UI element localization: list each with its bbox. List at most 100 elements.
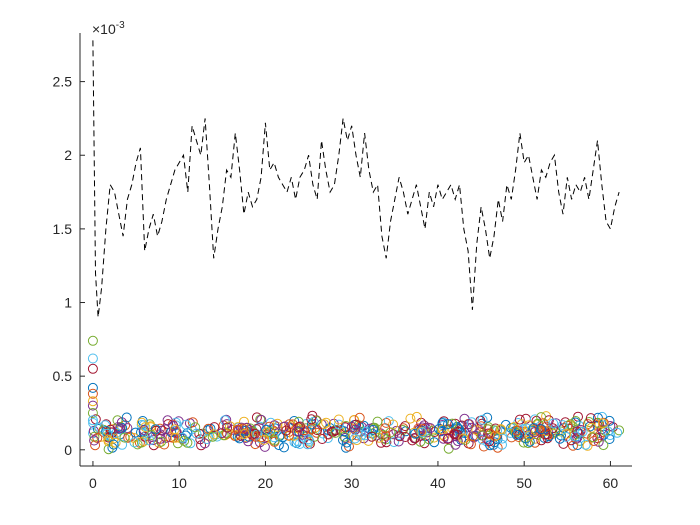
x-tick-label: 30	[344, 475, 360, 491]
scatter-marker	[333, 419, 344, 430]
scatter-marker	[511, 430, 522, 440]
y-tick-label: 1	[64, 295, 72, 311]
scatter-marker	[148, 435, 159, 446]
scatter-marker	[181, 419, 191, 430]
scatter-marker	[464, 419, 475, 430]
scatter-marker	[209, 429, 219, 440]
scatter-marker	[102, 428, 113, 439]
scatter-marker	[568, 440, 578, 451]
scatter-marker	[407, 435, 418, 446]
scatter-marker	[604, 434, 615, 444]
scatter-marker	[582, 419, 593, 430]
scatter-marker	[389, 437, 399, 448]
scatter-marker	[388, 429, 399, 440]
scatter-marker	[416, 426, 427, 437]
scatter-marker	[136, 437, 147, 448]
scatter-marker	[536, 424, 547, 435]
scatter-marker	[352, 430, 363, 441]
scatter-marker	[466, 422, 477, 433]
scatter-marker	[477, 414, 488, 425]
scatter-marker	[207, 431, 218, 442]
scatter-marker	[249, 428, 260, 439]
scatter-marker	[346, 421, 357, 432]
scatter-marker	[162, 415, 173, 426]
scatter-markers	[87, 335, 625, 455]
tick-labels: 0 10 20 30 40 50 60 0 0.5 1 1.5 2 2.5	[53, 74, 619, 491]
scatter-marker	[121, 412, 132, 423]
scatter-marker	[293, 416, 304, 427]
scatter-marker	[597, 418, 608, 429]
scatter-marker	[422, 427, 433, 438]
scatter-marker	[565, 419, 576, 430]
series-line	[92, 40, 620, 318]
scatter-marker-start	[87, 400, 98, 411]
scatter-marker	[209, 422, 220, 433]
scatter-marker	[572, 426, 583, 437]
scatter-marker	[199, 438, 210, 449]
scatter-marker	[586, 422, 597, 433]
scatter-marker	[92, 433, 103, 443]
scatter-marker	[477, 434, 488, 445]
scatter-marker	[129, 437, 140, 448]
scatter-marker	[475, 415, 486, 426]
scatter-marker	[279, 442, 289, 453]
scatter-marker	[541, 421, 552, 432]
scatter-marker	[144, 435, 155, 446]
scatter-marker	[330, 427, 341, 438]
scatter-marker	[471, 425, 482, 436]
scatter-marker	[598, 417, 609, 428]
scatter-marker	[366, 431, 377, 442]
scatter-marker	[580, 439, 591, 450]
scatter-marker	[442, 434, 453, 444]
scatter-marker	[156, 436, 167, 447]
scatter-marker	[372, 416, 383, 427]
scatter-marker	[294, 439, 305, 449]
scatter-marker	[450, 439, 461, 450]
scatter-marker	[265, 427, 275, 437]
scatter-marker	[524, 430, 535, 441]
scatter-marker	[159, 439, 170, 450]
scatter-marker	[306, 419, 317, 430]
scatter-marker	[219, 415, 230, 426]
scatter-marker	[283, 430, 294, 441]
scatter-marker	[123, 432, 134, 443]
scatter-marker	[528, 423, 539, 434]
scatter-marker-start	[87, 388, 98, 399]
scatter-marker	[238, 423, 248, 434]
scatter-marker	[547, 423, 558, 434]
scatter-marker	[482, 412, 493, 423]
scatter-marker	[119, 432, 130, 443]
scatter-marker	[339, 431, 350, 442]
x-tick-label: 40	[430, 475, 446, 491]
scatter-marker	[594, 418, 605, 429]
scatter-marker	[336, 425, 347, 436]
scatter-marker	[443, 419, 453, 430]
scatter-marker	[292, 426, 303, 437]
scatter-marker-start	[87, 363, 98, 374]
scatter-marker	[514, 414, 525, 425]
scatter-marker	[428, 425, 439, 436]
scatter-marker	[250, 439, 261, 450]
scatter-marker	[577, 426, 588, 437]
scatter-marker	[409, 433, 420, 444]
scatter-marker	[259, 434, 270, 445]
scatter-marker	[203, 423, 214, 434]
scatter-marker	[376, 437, 387, 448]
scatter-marker	[281, 425, 292, 436]
scatter-marker	[303, 434, 314, 445]
scatter-marker	[604, 415, 615, 426]
scatter-marker	[340, 427, 351, 438]
scatter-marker	[328, 426, 339, 437]
scatter-marker	[588, 432, 599, 443]
scatter-marker	[540, 429, 551, 440]
scatter-marker	[89, 435, 100, 446]
y-tick-label: 0	[64, 442, 72, 458]
scatter-marker-start	[87, 415, 98, 426]
x-tick-label: 60	[603, 475, 619, 491]
scatter-marker	[306, 414, 317, 425]
scatter-marker	[117, 439, 128, 450]
y-exponent-base: ×10	[92, 21, 116, 37]
scatter-marker	[216, 428, 227, 439]
scatter-marker	[221, 427, 232, 438]
scatter-marker	[139, 425, 150, 436]
